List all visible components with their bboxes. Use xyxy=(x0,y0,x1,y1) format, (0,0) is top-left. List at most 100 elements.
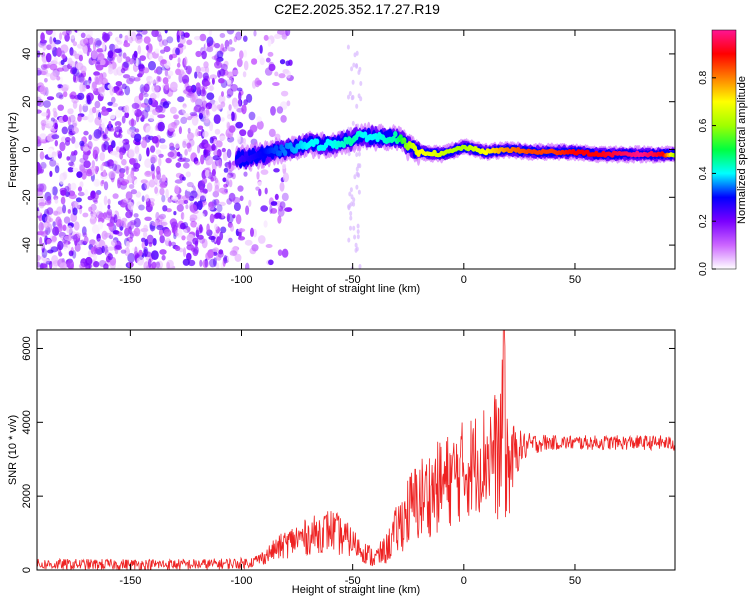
noise-blob xyxy=(46,120,55,130)
noise-blob xyxy=(226,255,235,262)
noise-blob xyxy=(230,224,234,232)
x-tick-label: 0 xyxy=(461,575,467,587)
noise-blob xyxy=(45,260,52,265)
noise-blob xyxy=(200,154,205,165)
noise-blob xyxy=(222,47,228,52)
noise-blob xyxy=(57,104,64,111)
noise-blob xyxy=(151,173,155,180)
noise-blob xyxy=(88,264,92,269)
noise-blob xyxy=(85,85,91,89)
colorbar-gradient xyxy=(711,29,737,270)
noise-blob xyxy=(127,221,135,230)
noise-blob xyxy=(224,188,228,193)
noise-blob xyxy=(124,111,130,119)
noise-blob xyxy=(201,238,208,249)
noise-blob xyxy=(178,69,185,76)
noise-blob xyxy=(75,72,83,78)
noise-blob xyxy=(155,218,161,223)
noise-blob xyxy=(173,233,177,240)
noise-blob xyxy=(100,180,104,187)
noise-blob xyxy=(357,189,361,195)
noise-blob xyxy=(49,170,53,177)
noise-blob xyxy=(72,68,80,77)
noise-blob xyxy=(166,36,174,44)
noise-blob xyxy=(162,205,168,212)
noise-blob xyxy=(139,84,145,94)
noise-blob xyxy=(91,224,100,235)
noise-blob xyxy=(37,136,41,142)
noise-blob xyxy=(79,140,85,147)
noise-blob xyxy=(60,236,65,241)
noise-blob xyxy=(248,111,256,121)
noise-blob xyxy=(101,72,107,79)
noise-blob xyxy=(71,136,76,144)
noise-blob xyxy=(95,181,100,186)
noise-blob xyxy=(46,96,55,101)
noise-blob xyxy=(180,222,186,230)
noise-blob xyxy=(129,232,134,239)
noise-blob xyxy=(213,257,217,267)
noise-blob xyxy=(167,151,175,158)
noise-blob xyxy=(168,70,174,77)
noise-blob xyxy=(63,240,71,246)
noise-blob xyxy=(37,261,40,268)
noise-blob xyxy=(216,58,220,66)
noise-blob xyxy=(66,259,74,269)
noise-blob xyxy=(173,115,178,120)
noise-blob xyxy=(148,60,156,71)
noise-blob xyxy=(121,158,127,166)
noise-blob xyxy=(183,211,188,222)
noise-blob xyxy=(53,111,58,118)
colorbar-tick-label: 0.2 xyxy=(698,214,709,228)
noise-blob xyxy=(107,198,111,205)
noise-blob xyxy=(88,206,93,212)
noise-blob xyxy=(144,194,150,202)
noise-blob xyxy=(223,183,228,188)
noise-blob xyxy=(193,106,198,113)
noise-blob xyxy=(101,245,105,254)
ridge-cell xyxy=(274,145,279,152)
noise-blob xyxy=(197,200,203,211)
noise-blob xyxy=(119,168,126,174)
noise-blob xyxy=(62,224,67,232)
noise-blob xyxy=(226,46,232,51)
noise-blob xyxy=(114,126,123,133)
noise-blob xyxy=(260,169,269,175)
noise-blob xyxy=(48,121,53,127)
noise-blob xyxy=(272,82,280,86)
noise-blob xyxy=(60,50,65,57)
noise-blob xyxy=(37,67,42,76)
noise-blob xyxy=(130,31,137,42)
noise-blob xyxy=(218,249,224,255)
noise-blob xyxy=(223,167,229,173)
noise-blob xyxy=(197,212,205,219)
noise-blob xyxy=(106,161,111,168)
noise-blob xyxy=(77,115,82,122)
noise-blob xyxy=(179,153,183,160)
noise-blob xyxy=(212,247,219,253)
noise-blob xyxy=(243,35,248,42)
noise-blob xyxy=(160,49,166,54)
noise-blob xyxy=(56,150,61,155)
noise-blob xyxy=(85,256,93,266)
noise-blob xyxy=(176,204,184,212)
noise-blob xyxy=(124,247,130,257)
noise-blob xyxy=(206,182,213,192)
noise-blob xyxy=(72,41,78,47)
noise-blob xyxy=(154,186,159,194)
noise-blob xyxy=(107,253,113,261)
noise-blob xyxy=(346,44,350,50)
noise-blob xyxy=(46,207,54,215)
noise-blob xyxy=(285,30,291,37)
noise-blob xyxy=(123,42,131,48)
noise-blob xyxy=(148,97,153,106)
noise-blob xyxy=(119,151,124,160)
spectrogram-ticks: -150 -100 -50 0 50 -40 -20 0 20 40 xyxy=(21,30,675,286)
noise-blob xyxy=(144,180,150,190)
snr-panel: -150 -100 -50 0 50 0 2000 4000 6000 Height of st… xyxy=(7,329,676,596)
noise-blob xyxy=(208,206,215,211)
noise-blob xyxy=(155,261,161,269)
noise-blob xyxy=(101,143,107,153)
x-tick-label: -150 xyxy=(119,274,141,286)
noise-blob xyxy=(160,59,167,65)
